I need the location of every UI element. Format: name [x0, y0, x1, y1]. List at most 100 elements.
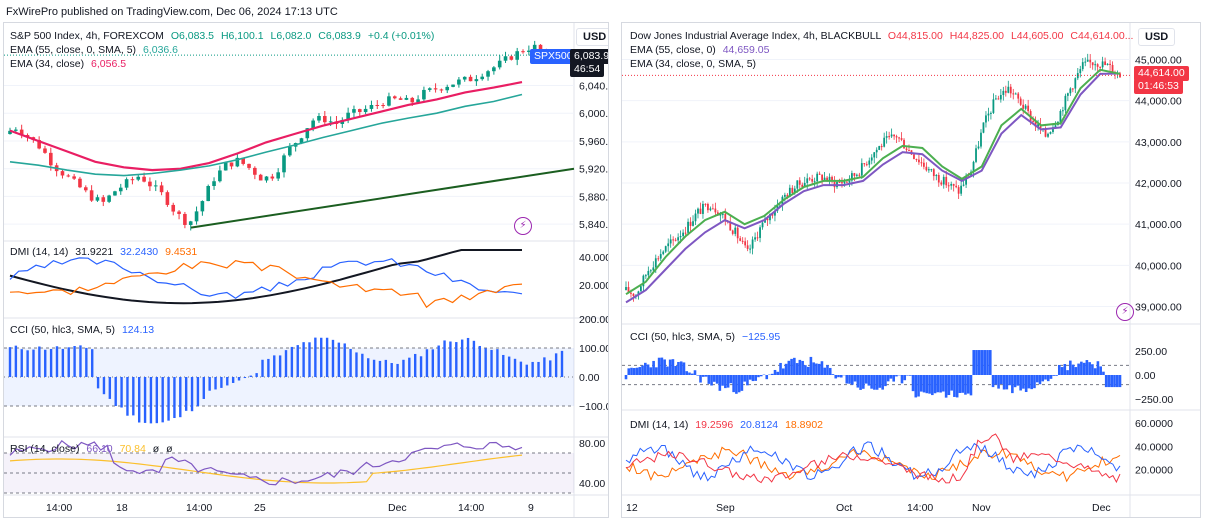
- spx-candle: [241, 157, 245, 164]
- djia-cci-bar: [624, 375, 628, 380]
- djia-candle: [1027, 105, 1030, 112]
- spx-candle: [486, 71, 490, 77]
- djia-cci-bar: [668, 359, 672, 375]
- djia-cci-bar: [942, 375, 945, 392]
- djia-cci-bar: [950, 375, 953, 391]
- djia-time-axis-label: Oct: [836, 502, 852, 514]
- djia-candle: [937, 174, 940, 183]
- djia-candle: [711, 208, 714, 210]
- djia-cci-bar: [1115, 375, 1119, 388]
- djia-cci-bar: [701, 375, 705, 377]
- djia-price-axis-label: 45,000.00: [1135, 54, 1182, 66]
- djia-cci-bar: [743, 375, 746, 382]
- spx-candle: [148, 181, 152, 187]
- spx-price-tag: 6,083.9: [570, 49, 608, 64]
- spx-price-axis-label: 6,040.0: [579, 81, 608, 93]
- djia-cci-bar: [804, 365, 807, 375]
- spx-cci-bar: [231, 377, 235, 383]
- djia-candle: [1004, 90, 1007, 93]
- spx-cci-bar: [484, 348, 487, 377]
- djia-cci-bar: [1033, 375, 1036, 389]
- djia-candle: [707, 203, 709, 211]
- djia-candle: [870, 157, 873, 161]
- djia-candle: [759, 227, 761, 238]
- djia-candle: [734, 227, 737, 234]
- spx-time-axis-label: 14:00: [186, 502, 212, 514]
- spx-dmi-axis-label: 20.0000: [579, 280, 608, 292]
- djia-dmi-plus-line: [625, 441, 1121, 482]
- spx-cci-bar: [226, 377, 229, 386]
- spx-currency-button[interactable]: USD: [576, 28, 608, 46]
- djia-cci-bar: [906, 375, 909, 376]
- djia-candle: [965, 176, 967, 185]
- spx-candle: [78, 178, 82, 188]
- djia-candle: [935, 174, 938, 177]
- spx-chart[interactable]: 6,040.0 6,000.0 5,960.0 5,920.0 5,880.0 5,840…: [3, 22, 609, 518]
- djia-cci-bar: [782, 368, 785, 375]
- djia-cci-bar: [873, 375, 876, 390]
- djia-candle: [672, 239, 675, 241]
- djia-candle: [982, 122, 985, 133]
- spx-candle: [270, 176, 275, 179]
- spx-candle: [445, 86, 450, 91]
- spx-dmi-adx-line: [9, 249, 522, 305]
- djia-cci-bar: [931, 375, 934, 396]
- djia-candle: [888, 136, 891, 138]
- djia-price-axis-label: 43,000.00: [1135, 137, 1182, 149]
- djia-cci-bar: [737, 375, 741, 393]
- lightning-icon[interactable]: ⚡: [514, 217, 532, 235]
- djia-cci-bar: [688, 372, 691, 375]
- djia-candle: [823, 177, 826, 181]
- djia-candle: [1052, 127, 1054, 133]
- djia-cci-bar: [732, 375, 735, 393]
- spx-candle: [457, 79, 461, 85]
- djia-cci-bar: [895, 375, 898, 377]
- djia-cci-bar: [690, 373, 694, 375]
- spx-candle: [101, 197, 106, 202]
- djia-candle: [1089, 59, 1092, 63]
- djia-cci-bar: [660, 357, 664, 375]
- spx-candle: [276, 172, 280, 179]
- spx-cci-bar: [255, 373, 258, 377]
- spx-candle: [264, 176, 269, 181]
- spx-dmi-legend: DMI (14, 14) 31.9221 32.2430 9.4531: [10, 245, 197, 259]
- djia-candle: [632, 293, 635, 297]
- djia-symbol: Dow Jones Industrial Average Index, 4h, …: [630, 30, 881, 42]
- spx-cci-bar: [249, 375, 252, 377]
- djia-dmi-plus: 20.8124: [740, 419, 779, 431]
- spx-countdown: 46:54: [570, 62, 605, 77]
- djia-cci-bar: [1024, 375, 1028, 392]
- djia-cci-bar: [635, 367, 639, 375]
- spx-cci-bar: [49, 349, 53, 377]
- djia-cci-bar: [1060, 367, 1064, 375]
- spx-candle: [433, 88, 438, 90]
- djia-ema55-line: [625, 72, 1121, 304]
- spx-candle: [235, 157, 240, 167]
- spx-candle: [124, 179, 129, 188]
- djia-candle: [873, 152, 876, 158]
- djia-price-axis-label: 42,000.00: [1135, 178, 1182, 190]
- djia-cci-bar: [958, 375, 962, 393]
- spx-legend-ema55: EMA (55, close, 0, SMA, 5) 6,036.6: [10, 43, 178, 57]
- djia-candle: [922, 162, 925, 167]
- djia-candle: [664, 246, 667, 252]
- djia-cci-bar: [751, 375, 755, 382]
- djia-cci-bar: [773, 369, 777, 375]
- djia-candle: [950, 183, 953, 186]
- spx-cci-bar: [79, 345, 82, 377]
- djia-cci-bar: [908, 375, 912, 376]
- djia-chart[interactable]: 45,000.00 44,000.00 43,000.00 42,000.00 41,0…: [621, 22, 1201, 518]
- lightning-icon[interactable]: ⚡: [1116, 303, 1134, 321]
- spx-cci-bar: [44, 349, 47, 377]
- spx-cci-bar: [519, 361, 523, 377]
- djia-cci-bar: [671, 359, 675, 375]
- djia-currency-button[interactable]: USD: [1138, 28, 1176, 46]
- spx-cci-bar: [55, 346, 59, 377]
- djia-cci-bar: [1091, 364, 1094, 375]
- spx-cci-bar: [443, 340, 446, 377]
- spx-candle: [206, 186, 211, 202]
- spx-candle: [72, 176, 76, 179]
- spx-legend-main: S&P 500 Index, 4h, FOREXCOM O6,083.5 H6,…: [10, 29, 434, 43]
- djia-candle: [1111, 64, 1114, 73]
- djia-candle: [915, 158, 918, 160]
